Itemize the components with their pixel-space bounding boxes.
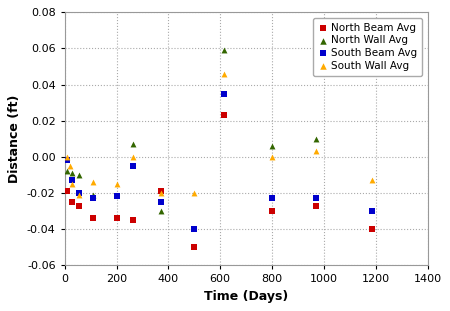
South Wall Avg [269, 154, 276, 159]
Legend: North Beam Avg, North Wall Avg, South Beam Avg, South Wall Avg: North Beam Avg, North Wall Avg, South Be… [313, 17, 423, 76]
North Beam Avg [191, 244, 198, 249]
South Wall Avg [113, 181, 120, 186]
South Wall Avg [90, 179, 97, 184]
North Wall Avg [90, 192, 97, 197]
South Beam Avg [157, 199, 164, 204]
North Beam Avg [90, 216, 97, 220]
South Wall Avg [220, 71, 228, 76]
South Beam Avg [313, 196, 320, 201]
South Beam Avg [113, 194, 120, 199]
North Beam Avg [113, 216, 120, 220]
X-axis label: Time (Days): Time (Days) [204, 290, 288, 303]
North Beam Avg [220, 113, 228, 118]
North Wall Avg [75, 172, 82, 177]
South Beam Avg [220, 91, 228, 96]
North Beam Avg [313, 203, 320, 208]
South Beam Avg [63, 158, 71, 163]
South Wall Avg [157, 190, 164, 195]
North Wall Avg [313, 136, 320, 141]
South Wall Avg [130, 154, 137, 159]
North Beam Avg [157, 188, 164, 193]
South Beam Avg [90, 196, 97, 201]
South Beam Avg [75, 190, 82, 195]
North Wall Avg [157, 208, 164, 213]
South Beam Avg [130, 163, 137, 168]
South Wall Avg [313, 149, 320, 154]
North Beam Avg [63, 188, 71, 193]
North Beam Avg [269, 208, 276, 213]
North Beam Avg [69, 199, 76, 204]
South Beam Avg [191, 226, 198, 231]
South Wall Avg [191, 190, 198, 195]
South Beam Avg [269, 196, 276, 201]
North Beam Avg [130, 217, 137, 222]
North Wall Avg [269, 143, 276, 148]
Y-axis label: Distance (ft): Distance (ft) [9, 95, 21, 183]
North Wall Avg [220, 48, 228, 53]
South Wall Avg [368, 178, 375, 183]
South Wall Avg [63, 154, 71, 159]
North Wall Avg [69, 170, 76, 175]
North Beam Avg [368, 226, 375, 231]
South Wall Avg [66, 163, 73, 168]
South Wall Avg [69, 181, 76, 186]
South Beam Avg [69, 178, 76, 183]
North Beam Avg [75, 203, 82, 208]
South Beam Avg [368, 208, 375, 213]
North Wall Avg [130, 142, 137, 146]
South Wall Avg [75, 192, 82, 197]
North Wall Avg [63, 169, 71, 174]
